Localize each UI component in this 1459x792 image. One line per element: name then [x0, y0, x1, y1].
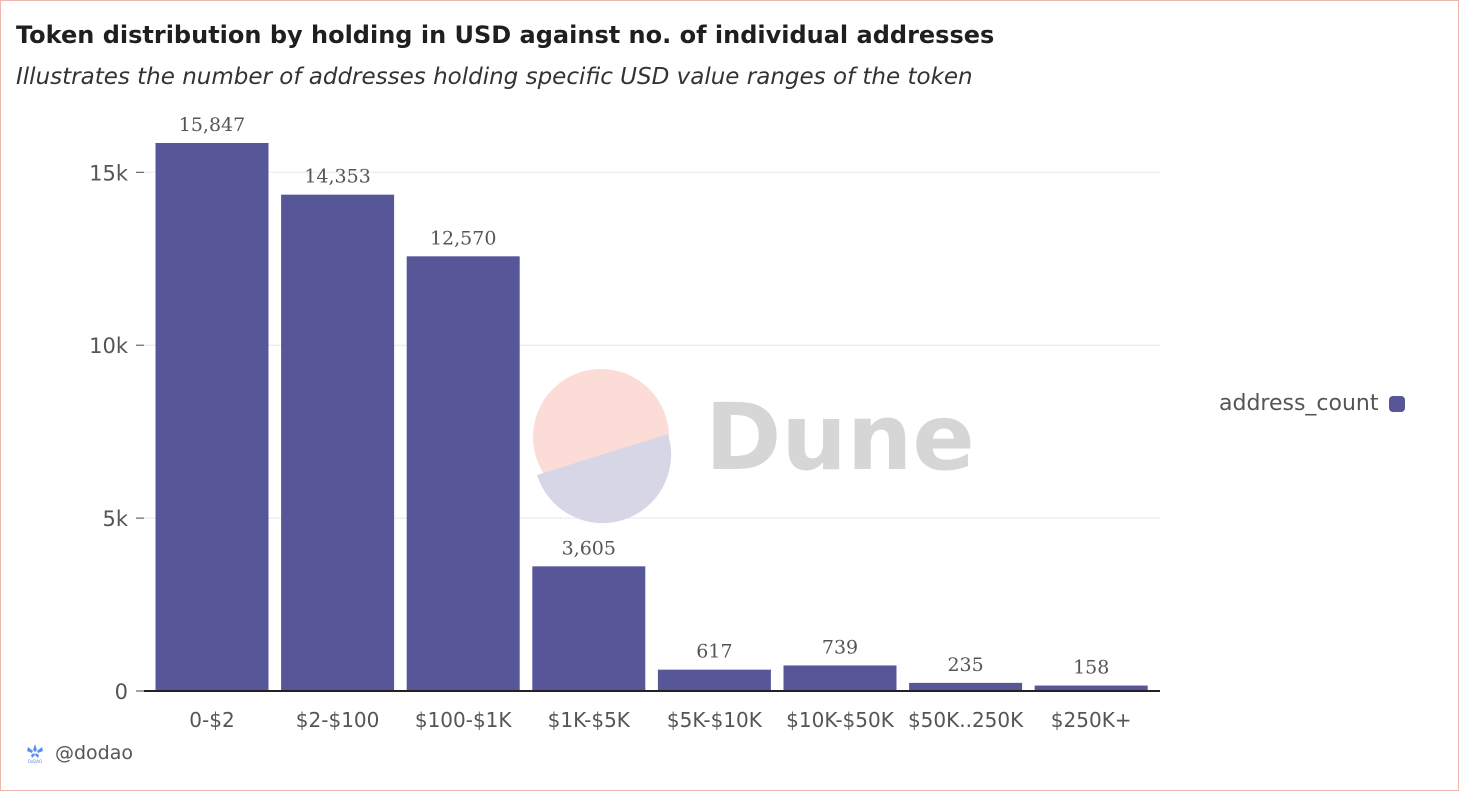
legend-swatch — [1388, 395, 1405, 412]
data-label: 14,353 — [304, 166, 370, 188]
credit[interactable]: DoDAO @dodao — [25, 742, 133, 764]
y-tick-label: 10k — [89, 334, 129, 358]
x-tick-label: $1K-$5K — [548, 708, 631, 732]
legend-label: address_count — [1219, 391, 1379, 416]
bar — [783, 665, 897, 691]
bar — [657, 669, 771, 691]
data-label: 15,847 — [179, 114, 245, 136]
x-tick-label: $10K-$50K — [786, 708, 895, 732]
data-label: 235 — [947, 654, 983, 676]
watermark-logo-lower — [537, 434, 672, 524]
data-label: 739 — [822, 636, 858, 658]
x-tick-label: $250K+ — [1051, 708, 1132, 732]
y-axis: 0 5k 10k 15k — [89, 161, 144, 704]
x-tick-label: 0-$2 — [189, 708, 234, 732]
data-label: 617 — [696, 641, 732, 663]
bar — [281, 194, 395, 692]
watermark: Dune — [533, 369, 975, 524]
y-tick-label: 5k — [102, 507, 128, 531]
watermark-text: Dune — [705, 384, 975, 491]
legend[interactable]: address_count — [1219, 391, 1405, 416]
chart-title: Token distribution by holding in USD aga… — [16, 21, 995, 49]
x-axis: 0-$2 $2-$100 $100-$1K $1K-$5K $5K-$10K $10K-$… — [144, 690, 1160, 732]
data-label: 3,605 — [562, 537, 616, 559]
chart-subtitle: Illustrates the number of addresses hold… — [16, 64, 973, 90]
data-label: 12,570 — [430, 227, 496, 249]
bars — [155, 143, 1148, 692]
data-label: 158 — [1073, 657, 1109, 679]
bar — [1034, 685, 1148, 691]
credit-text: @dodao — [55, 742, 134, 764]
dodao-logo-icon: DoDAO — [27, 744, 43, 764]
bar — [155, 143, 269, 691]
y-tick-label: 0 — [115, 680, 128, 704]
x-tick-label: $100-$1K — [415, 708, 513, 732]
x-tick-label: $50K..250K — [908, 708, 1024, 732]
bar — [406, 256, 520, 691]
x-tick-label: $5K-$10K — [667, 708, 763, 732]
y-tick-label: 15k — [89, 161, 129, 185]
bar — [909, 682, 1023, 691]
bar — [532, 566, 646, 691]
data-labels: 15,847 14,353 12,570 3,605 617 739 235 158 — [179, 114, 1110, 679]
dodao-logo-text: DoDAO — [28, 759, 42, 764]
x-tick-label: $2-$100 — [296, 708, 380, 732]
